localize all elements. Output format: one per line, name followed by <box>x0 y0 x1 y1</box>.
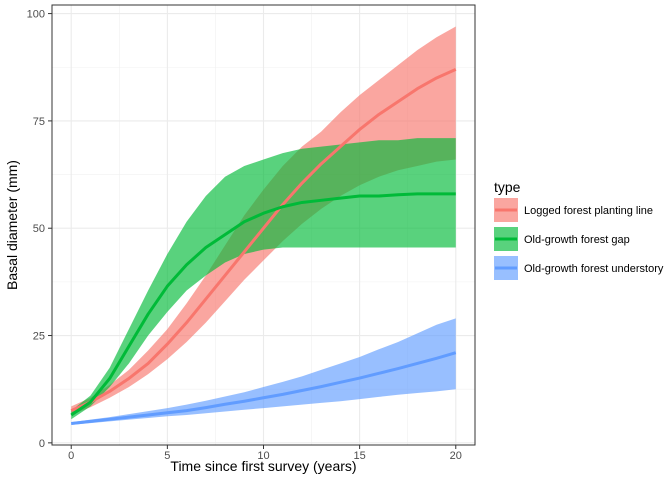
line-layer <box>70 68 457 426</box>
axis-layer: 0 5 10 15 20 0 25 50 75 100 <box>27 9 462 462</box>
legend-item-old-growth-forest-understory: Old-growth forest understory <box>494 256 664 280</box>
y-tick-label: 75 <box>33 116 45 128</box>
legend-title: type <box>494 179 521 195</box>
grid-layer <box>52 5 475 445</box>
legend: type Logged forest planting line Old-grow… <box>494 179 664 280</box>
x-tick-label: 10 <box>257 450 269 462</box>
x-tick-label: 0 <box>68 450 74 462</box>
y-tick-label: 50 <box>33 223 45 235</box>
band-layer <box>71 26 456 425</box>
y-tick-label: 100 <box>27 9 45 21</box>
line-logged-forest-planting-line <box>70 68 457 413</box>
line-old-growth-forest-gap <box>70 192 456 417</box>
band-old-growth-forest-understory <box>71 318 456 425</box>
legend-item-old-growth-forest-gap: Old-growth forest gap <box>494 227 630 251</box>
x-tick-label: 20 <box>450 450 462 462</box>
legend-label: Old-growth forest understory <box>524 263 664 275</box>
legend-label: Old-growth forest gap <box>524 234 630 246</box>
x-tick-label: 15 <box>354 450 366 462</box>
x-axis-title: Time since first survey (years) <box>170 458 356 474</box>
y-axis-title: Basal diameter (mm) <box>4 160 20 290</box>
y-tick-label: 0 <box>39 438 45 450</box>
legend-item-logged-forest-planting-line: Logged forest planting line <box>494 198 653 222</box>
line-old-growth-forest-understory <box>71 351 457 426</box>
legend-label: Logged forest planting line <box>524 205 653 217</box>
x-tick-label: 5 <box>164 450 170 462</box>
y-tick-label: 25 <box>33 331 45 343</box>
band-old-growth-forest-gap <box>71 138 456 420</box>
